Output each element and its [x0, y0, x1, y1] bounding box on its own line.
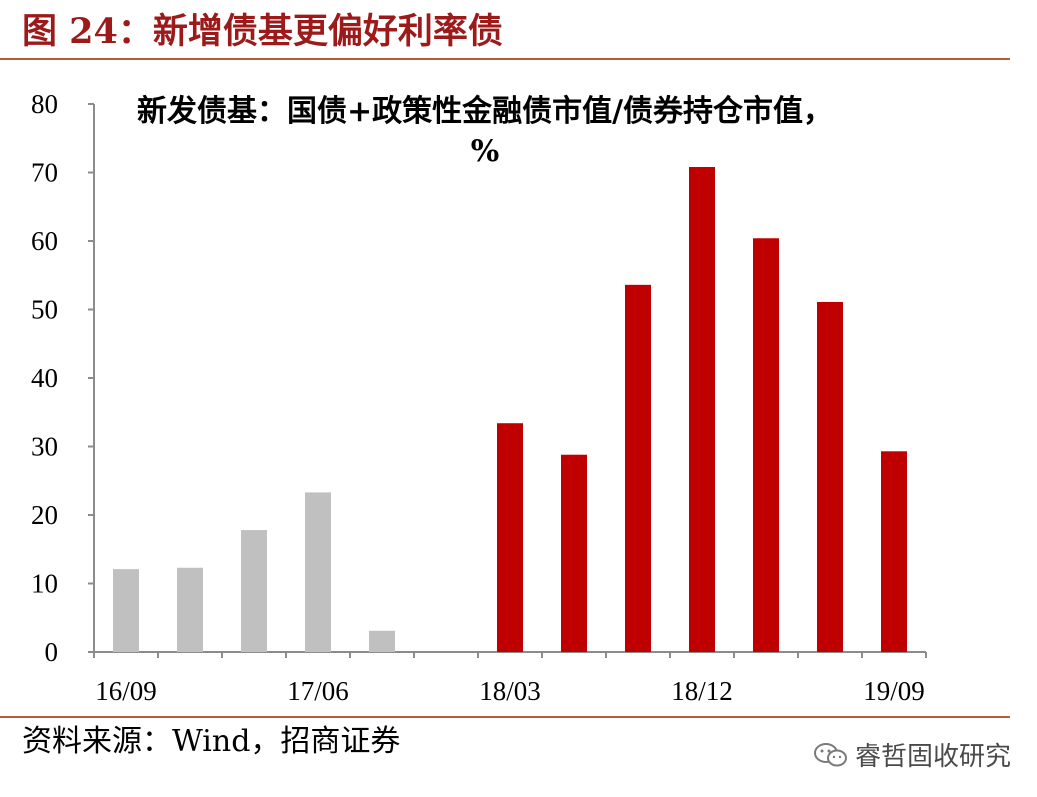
y-tick-label: 70 — [31, 158, 58, 188]
x-tick-label: 18/03 — [479, 676, 541, 706]
y-tick-label: 40 — [31, 363, 58, 393]
chart-bars — [113, 167, 907, 652]
chart-title: 新发债基：国债+政策性金融债市值/债券持仓市值，% — [136, 94, 834, 169]
bar-18-09 — [625, 284, 651, 652]
bar-17-03 — [241, 530, 267, 652]
y-tick-label: 50 — [31, 295, 58, 325]
y-tick-label: 60 — [31, 226, 58, 256]
x-tick-labels: 16/09 17/06 18/03 18/12 19/09 — [95, 676, 925, 706]
y-tick-labels: 0 10 20 30 40 50 60 70 80 — [31, 89, 58, 667]
bar-16-09 — [113, 569, 139, 652]
figure-title: 图 24：新增债基更偏好利率债 — [22, 11, 503, 52]
bar-16-12 — [177, 567, 203, 652]
x-tick-label: 16/09 — [95, 676, 157, 706]
bar-17-06 — [305, 492, 331, 652]
wechat-icon — [813, 742, 847, 766]
bar-19-03 — [753, 238, 779, 652]
bar-19-09 — [881, 451, 907, 652]
bar-18-03 — [497, 423, 523, 652]
x-tick-label: 17/06 — [287, 676, 349, 706]
bar-18-12 — [689, 167, 715, 652]
watermark: 睿哲固收研究 — [813, 736, 1011, 773]
y-tick-label: 30 — [31, 432, 58, 462]
x-tick-label: 18/12 — [671, 676, 733, 706]
source-note: 资料来源：Wind，招商证券 — [22, 724, 401, 759]
top-rule — [0, 58, 1010, 60]
bar-18-06 — [561, 454, 587, 652]
bar-17-09 — [369, 630, 395, 652]
y-tick-label: 0 — [45, 637, 59, 667]
x-tick-label: 19/09 — [863, 676, 925, 706]
y-tick-label: 20 — [31, 500, 58, 530]
bar-19-06 — [817, 301, 843, 652]
bottom-rule — [0, 716, 1010, 718]
watermark-text: 睿哲固收研究 — [854, 742, 1011, 772]
y-tick-label: 10 — [31, 569, 58, 599]
y-tick-label: 80 — [31, 89, 58, 119]
